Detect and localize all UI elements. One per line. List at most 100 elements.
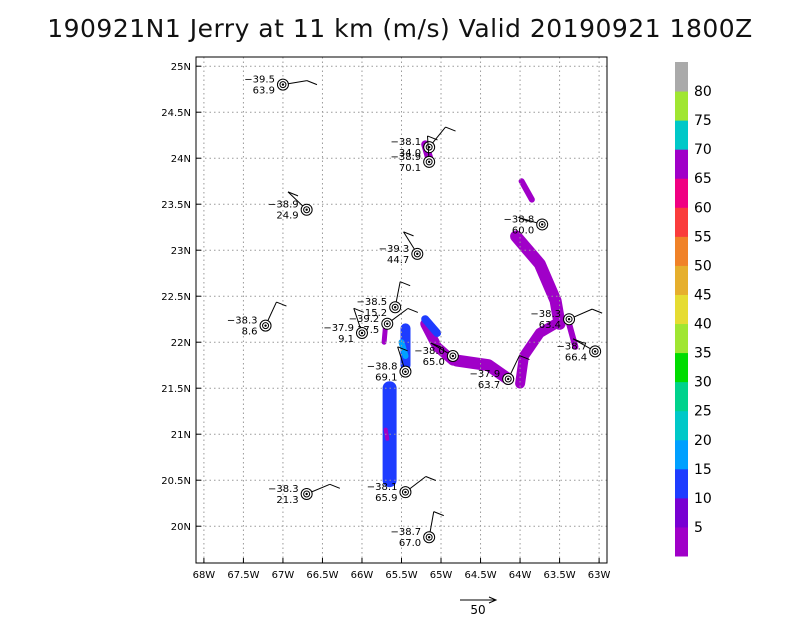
speed-label: 44.7 xyxy=(387,255,409,266)
station-marker-dot xyxy=(540,223,544,226)
x-tick-label: 64.5W xyxy=(464,570,496,581)
wind-barb-flag xyxy=(306,80,318,86)
colorbar-label: 50 xyxy=(694,258,712,274)
speed-label: 17.5 xyxy=(357,325,379,336)
station-marker-ring xyxy=(449,352,457,360)
y-tick-label: 20.5N xyxy=(161,476,191,487)
station-marker-ring xyxy=(383,320,391,328)
wind-band xyxy=(510,230,566,330)
reference-vector: 50 xyxy=(460,596,498,617)
y-tick-label: 22.5N xyxy=(161,292,191,303)
temperature-label: −38.5 xyxy=(357,297,388,308)
observation: −39.563.9 xyxy=(244,75,318,97)
wind-barb-flag xyxy=(287,191,299,197)
x-tick-label: 68W xyxy=(193,570,216,581)
speed-label: 65.9 xyxy=(375,493,397,504)
reference-vector-head xyxy=(488,596,498,604)
colorbar-swatch xyxy=(675,236,688,266)
speed-label: 24.9 xyxy=(276,211,298,222)
wind-barb-flag xyxy=(572,338,584,344)
observation: −39.217.5 xyxy=(349,308,419,336)
x-tick-label: 66W xyxy=(351,570,374,581)
colorbar: 5 10 15 20 25 30 35 40 45 50 55 60 65 70 75 80 xyxy=(675,62,712,557)
colorbar-label: 40 xyxy=(694,317,712,333)
wind-barb-flag xyxy=(433,511,444,517)
station-marker-dot xyxy=(427,536,431,539)
observation: −38.38.6 xyxy=(227,301,287,338)
colorbar-label: 45 xyxy=(694,287,712,303)
x-tick-label: 65W xyxy=(430,570,453,581)
station-marker-dot xyxy=(593,350,597,353)
station-marker-ring xyxy=(425,533,433,541)
wind-barb-flag xyxy=(407,308,419,313)
wind-barb-flag xyxy=(430,342,442,348)
station-marker-ring xyxy=(504,375,512,383)
station-marker-ring xyxy=(401,368,409,376)
station-marker-ring xyxy=(262,322,270,330)
station-marker-dot xyxy=(507,377,510,381)
chart-title: 190921N1 Jerry at 11 km (m/s) Valid 2019… xyxy=(47,14,753,43)
temperature-label: −38.3 xyxy=(227,316,258,327)
x-tick-label: 64W xyxy=(509,570,532,581)
colorbar-swatch xyxy=(675,352,688,383)
x-tick-label: 66.5W xyxy=(306,570,338,581)
speed-label: 63.9 xyxy=(253,86,275,97)
speed-label: 60.0 xyxy=(512,225,534,236)
wind-barb-flag xyxy=(427,135,438,141)
colorbar-swatch xyxy=(675,497,688,528)
speed-label: 21.3 xyxy=(276,495,298,506)
speed-label: 63.7 xyxy=(478,380,500,391)
observation: −38.165.9 xyxy=(367,476,436,504)
colorbar-swatch xyxy=(675,294,688,325)
station-marker-dot xyxy=(386,322,389,325)
speed-label: 8.6 xyxy=(242,327,258,338)
speed-label: 69.1 xyxy=(375,373,397,384)
speed-label: 70.1 xyxy=(399,163,421,174)
speed-label: 67.0 xyxy=(399,538,421,549)
observation: −38.860.0 xyxy=(504,214,549,236)
station-marker-dot xyxy=(404,490,407,494)
colorbar-swatch xyxy=(675,207,688,237)
colorbar-label: 35 xyxy=(694,346,712,362)
colorbar-swatch xyxy=(675,178,688,208)
temperature-label: −38.9 xyxy=(391,152,422,163)
speed-label: 15.2 xyxy=(365,308,387,319)
y-tick-label: 24.5N xyxy=(161,108,191,119)
station-marker-dot xyxy=(416,252,419,256)
x-tick-label: 67.5W xyxy=(227,570,259,581)
temperature-label: −38.8 xyxy=(504,214,535,225)
speed-label: 66.4 xyxy=(565,352,587,363)
station-marker-dot xyxy=(264,324,267,327)
temperature-label: −38.9 xyxy=(268,200,299,211)
observation: −37.963.7 xyxy=(470,355,530,391)
station-marker-ring xyxy=(591,347,599,355)
station-marker-ring xyxy=(303,206,311,214)
colorbar-swatch xyxy=(675,439,688,470)
station-marker-dot xyxy=(305,492,308,496)
colorbar-swatch xyxy=(675,62,688,92)
colorbar-label: 55 xyxy=(694,229,712,245)
station-marker-dot xyxy=(360,331,364,335)
colorbar-swatch xyxy=(675,265,688,295)
wind-barb-flag xyxy=(425,476,436,481)
wind-band xyxy=(515,318,561,389)
wind-barb-flag xyxy=(519,355,530,361)
y-tick-label: 21N xyxy=(171,430,191,441)
colorbar-swatch xyxy=(675,468,688,499)
observation: −38.065.0 xyxy=(414,342,459,368)
colorbar-label: 5 xyxy=(694,520,703,536)
station-marker-dot xyxy=(305,208,308,211)
temperature-label: −38.1 xyxy=(391,137,422,148)
speed-label: 34.0 xyxy=(399,148,421,159)
station-marker-ring xyxy=(401,488,409,496)
colorbar-label: 75 xyxy=(694,113,712,129)
observation: −38.321.3 xyxy=(268,483,341,506)
axis-ticks: 68W 67.5W 67W 66.5W 66W 65.5W 65W 64.5W 64W 63.5W… xyxy=(161,62,610,581)
colorbar-label: 15 xyxy=(694,462,712,478)
station-marker-ring xyxy=(303,490,311,498)
station-marker-dot xyxy=(281,83,285,86)
station-marker-ring xyxy=(565,315,573,323)
station-marker-ring xyxy=(358,329,366,337)
temperature-label: −39.2 xyxy=(349,314,380,325)
